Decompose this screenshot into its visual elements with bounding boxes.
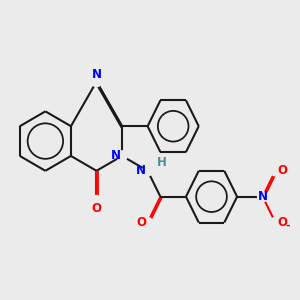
Circle shape: [270, 218, 280, 228]
Text: O: O: [277, 164, 287, 177]
Text: O: O: [136, 216, 146, 229]
Circle shape: [117, 151, 127, 161]
Circle shape: [258, 192, 268, 202]
Text: -: -: [285, 221, 290, 231]
Circle shape: [270, 166, 280, 176]
Text: N: N: [111, 149, 121, 162]
Circle shape: [142, 218, 153, 228]
Text: O: O: [92, 202, 101, 215]
Text: N: N: [136, 164, 146, 177]
Circle shape: [92, 196, 102, 206]
Text: O: O: [277, 216, 287, 229]
Text: N: N: [258, 190, 268, 203]
Text: H: H: [157, 156, 166, 169]
Circle shape: [142, 166, 153, 176]
Circle shape: [92, 76, 102, 87]
Text: N: N: [92, 68, 101, 81]
